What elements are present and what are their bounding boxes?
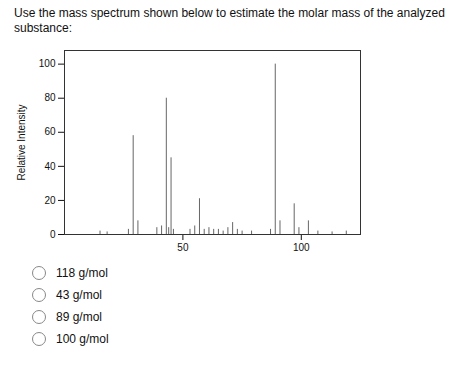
html-text:118 g/mol: 118 g/mol bbox=[56, 266, 108, 280]
svg-text:Relative Intensity: Relative Intensity bbox=[16, 104, 27, 180]
svg-text:40: 40 bbox=[44, 161, 56, 172]
html-text:Use the mass spectrum shown be: Use the mass spectrum shown below to est… bbox=[14, 6, 445, 35]
svg-text:50: 50 bbox=[177, 242, 189, 253]
svg-text:80: 80 bbox=[44, 92, 56, 103]
svg-text:60: 60 bbox=[44, 126, 56, 137]
svg-text:100: 100 bbox=[293, 242, 310, 253]
html-text:100 g/mol: 100 g/mol bbox=[56, 332, 109, 346]
svg-text:0: 0 bbox=[50, 229, 56, 240]
svg-text:20: 20 bbox=[44, 195, 56, 206]
html-text:43 g/mol: 43 g/mol bbox=[56, 288, 102, 302]
html-text:89 g/mol: 89 g/mol bbox=[56, 310, 102, 324]
svg-text:100: 100 bbox=[39, 58, 56, 69]
